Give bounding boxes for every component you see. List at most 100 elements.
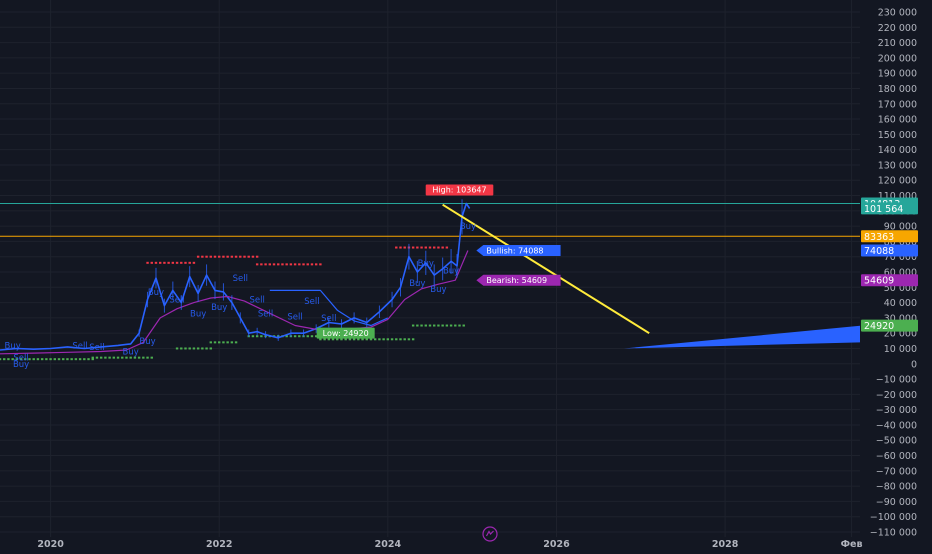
support-dot bbox=[411, 338, 415, 341]
support-dot bbox=[373, 338, 377, 341]
support-dot bbox=[310, 335, 314, 338]
resistance-dot bbox=[411, 246, 415, 249]
support-dot bbox=[196, 347, 200, 350]
support-dot bbox=[112, 356, 116, 359]
signal-label-buy: Buy bbox=[123, 348, 139, 358]
support-dot bbox=[53, 358, 57, 361]
resistance-dot bbox=[154, 261, 158, 264]
y-tick-label: 190 000 bbox=[878, 69, 917, 80]
signal-label-buy: Buy bbox=[443, 267, 459, 277]
support-dot bbox=[45, 358, 48, 361]
y-tick-label: 60 000 bbox=[884, 268, 917, 279]
support-dot bbox=[260, 335, 263, 338]
support-dot bbox=[340, 338, 343, 341]
series-line-price bbox=[0, 202, 471, 351]
support-dot bbox=[28, 358, 31, 361]
y-tick-label: −80 000 bbox=[876, 482, 917, 493]
resistance-dot bbox=[218, 255, 221, 258]
support-dot bbox=[146, 356, 149, 359]
support-dot bbox=[230, 341, 234, 344]
tradingview-logo-icon bbox=[482, 526, 498, 542]
support-dot bbox=[251, 335, 255, 338]
resistance-dot bbox=[255, 255, 259, 258]
resistance-dot bbox=[205, 255, 208, 258]
y-tick-label: 80 000 bbox=[884, 237, 917, 248]
y-tick-label: 200 000 bbox=[878, 53, 917, 64]
y-tick-label: −40 000 bbox=[876, 420, 917, 431]
y-tick-label: 130 000 bbox=[878, 160, 917, 171]
resistance-dot bbox=[213, 255, 217, 258]
support-dot bbox=[390, 338, 394, 341]
x-tick-label: 2024 bbox=[375, 539, 402, 550]
support-dot bbox=[437, 324, 440, 327]
price-tag: 101 564 bbox=[864, 204, 903, 215]
resistance-dot bbox=[310, 263, 314, 266]
support-dot bbox=[209, 347, 212, 350]
resistance-dot bbox=[239, 255, 242, 258]
support-dot bbox=[331, 338, 335, 341]
support-dot bbox=[95, 356, 99, 359]
support-dot bbox=[19, 358, 23, 361]
signal-label-buy: Buy bbox=[211, 303, 227, 313]
support-dot bbox=[424, 324, 427, 327]
resistance-dot bbox=[395, 246, 398, 249]
y-tick-label: −90 000 bbox=[876, 497, 917, 508]
signal-label-buy: Buy bbox=[418, 259, 434, 269]
resistance-dot bbox=[180, 261, 183, 264]
label-high-box bbox=[425, 184, 494, 196]
signal-label-sell: Sell bbox=[233, 274, 248, 284]
support-dot bbox=[175, 347, 179, 350]
y-tick-label: 170 000 bbox=[878, 99, 917, 110]
resistance-dot bbox=[251, 255, 255, 258]
resistance-dot bbox=[403, 246, 406, 249]
support-dot bbox=[407, 338, 411, 341]
series-line-midline bbox=[0, 250, 469, 355]
y-tick-label: 110 000 bbox=[878, 191, 917, 202]
signal-label-buy: Buy bbox=[13, 360, 29, 370]
support-dot bbox=[87, 358, 90, 361]
support-dot bbox=[327, 338, 331, 341]
signal-label-buy: Buy bbox=[148, 288, 164, 298]
support-dot bbox=[57, 358, 61, 361]
support-dot bbox=[441, 324, 444, 327]
resistance-dot bbox=[175, 261, 179, 264]
signal-label-sell: Sell bbox=[258, 309, 273, 319]
resistance-dot bbox=[146, 261, 149, 264]
label-bullish-box bbox=[476, 244, 561, 256]
support-dot bbox=[125, 356, 128, 359]
support-dot bbox=[449, 324, 453, 327]
resistance-dot bbox=[416, 246, 419, 249]
support-dot bbox=[420, 324, 423, 327]
support-dot bbox=[298, 335, 301, 338]
x-tick-label: 2026 bbox=[543, 539, 570, 550]
signal-label-sell: Sell bbox=[72, 341, 87, 351]
y-tick-label: −60 000 bbox=[876, 451, 917, 462]
support-dot bbox=[3, 358, 6, 361]
support-dot bbox=[116, 356, 120, 359]
support-dot bbox=[15, 358, 19, 361]
resistance-dot bbox=[285, 263, 288, 266]
resistance-dot bbox=[289, 263, 293, 266]
y-tick-label: −10 000 bbox=[876, 375, 917, 386]
support-dot bbox=[129, 356, 132, 359]
support-dot bbox=[255, 335, 259, 338]
support-dot bbox=[7, 358, 10, 361]
resistance-dot bbox=[441, 246, 444, 249]
support-dot bbox=[336, 338, 339, 341]
support-dot bbox=[344, 338, 347, 341]
label-high: High: 103647 bbox=[432, 186, 486, 195]
support-dot bbox=[121, 356, 124, 359]
resistance-dot bbox=[264, 263, 267, 266]
resistance-dot bbox=[268, 263, 272, 266]
support-dot bbox=[104, 356, 107, 359]
resistance-dot bbox=[445, 246, 449, 249]
support-dot bbox=[32, 358, 35, 361]
resistance-dot bbox=[281, 263, 284, 266]
x-tick-label: Фев bbox=[841, 539, 863, 550]
support-dot bbox=[348, 338, 352, 341]
resistance-dot bbox=[272, 263, 276, 266]
resistance-dot bbox=[293, 263, 297, 266]
price-tag: 24920 bbox=[864, 321, 894, 332]
